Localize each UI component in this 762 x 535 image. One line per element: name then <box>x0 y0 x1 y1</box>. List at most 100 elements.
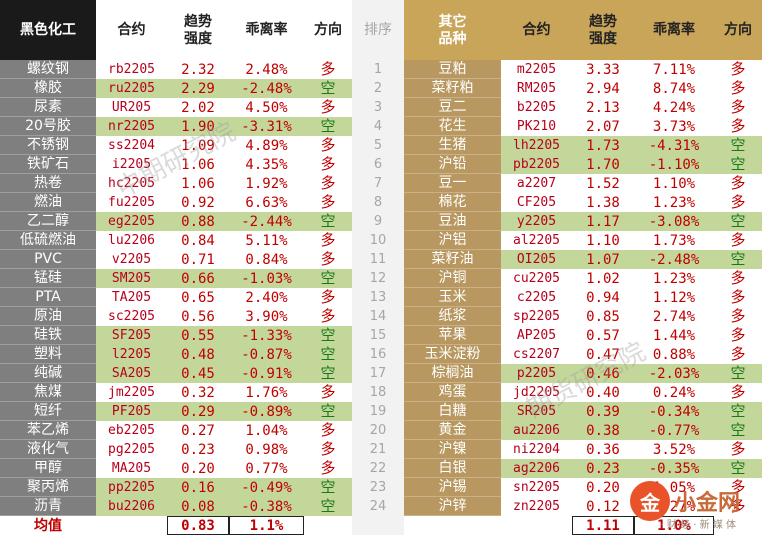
left-row-name: 低硫燃油 <box>0 231 96 250</box>
left-row-direction: 多 <box>304 440 352 459</box>
left-row-deviation: 2.48% <box>229 60 304 79</box>
right-row-contract: y2205 <box>501 212 572 231</box>
right-row-trend: 0.85 <box>572 307 634 326</box>
right-row-contract: lh2205 <box>501 136 572 155</box>
total-deviation-left: 1.1% <box>229 516 304 535</box>
left-row-name: 硅铁 <box>0 326 96 345</box>
right-row-direction: 多 <box>714 193 762 212</box>
header-trend-left: 趋势 强度 <box>167 0 229 60</box>
header-rank: 排序 <box>352 0 404 60</box>
right-row-trend: 1.07 <box>572 250 634 269</box>
right-row-deviation: -0.34% <box>634 402 714 421</box>
left-row-deviation: 2.40% <box>229 288 304 307</box>
right-row-contract: RM205 <box>501 79 572 98</box>
right-row-name: 鸡蛋 <box>404 383 501 402</box>
right-row-trend: 2.94 <box>572 79 634 98</box>
right-row-name: 豆一 <box>404 174 501 193</box>
right-row-deviation: -4.31% <box>634 136 714 155</box>
left-row-deviation: 4.50% <box>229 98 304 117</box>
right-row-direction: 空 <box>714 212 762 231</box>
right-row-direction: 多 <box>714 345 762 364</box>
left-row-contract: ss2204 <box>96 136 167 155</box>
right-row-direction: 多 <box>714 269 762 288</box>
left-row-deviation: 0.98% <box>229 440 304 459</box>
left-row-contract: pp2205 <box>96 478 167 497</box>
right-row-deviation: 4.24% <box>634 98 714 117</box>
left-row-deviation: -0.89% <box>229 402 304 421</box>
right-row-direction: 多 <box>714 288 762 307</box>
rank-number: 5 <box>373 138 383 153</box>
right-row-contract: b2205 <box>501 98 572 117</box>
rank-number: 4 <box>373 119 383 134</box>
right-row-direction: 空 <box>714 402 762 421</box>
left-row-contract: lu2206 <box>96 231 167 250</box>
left-row-name: 液化气 <box>0 440 96 459</box>
right-row-deviation: -3.08% <box>634 212 714 231</box>
header-contract-right: 合约 <box>501 0 572 60</box>
right-row-trend: 0.36 <box>572 440 634 459</box>
left-row-trend: 1.09 <box>167 136 229 155</box>
right-row-deviation: 1.73% <box>634 231 714 250</box>
rank-number: 2 <box>373 81 383 96</box>
right-row-contract: cs2207 <box>501 345 572 364</box>
right-row-deviation: -2.48% <box>634 250 714 269</box>
rank-number: 17 <box>369 366 387 381</box>
left-row-trend: 0.66 <box>167 269 229 288</box>
left-row-direction: 空 <box>304 497 352 516</box>
rank-number: 16 <box>369 347 387 362</box>
right-row-trend: 3.33 <box>572 60 634 79</box>
left-row-contract: UR205 <box>96 98 167 117</box>
logo-text: 小金网 <box>673 491 740 516</box>
header-line: 强度 <box>589 30 617 47</box>
left-row-contract: pg2205 <box>96 440 167 459</box>
right-row-contract: a2207 <box>501 174 572 193</box>
header-deviation-left: 乖离率 <box>229 0 304 60</box>
left-row-trend: 1.06 <box>167 155 229 174</box>
left-row-direction: 空 <box>304 269 352 288</box>
right-row-contract: au2206 <box>501 421 572 440</box>
left-row-trend: 2.02 <box>167 98 229 117</box>
left-row-trend: 1.90 <box>167 117 229 136</box>
right-row-contract: sn2205 <box>501 478 572 497</box>
left-row-trend: 0.16 <box>167 478 229 497</box>
left-row-name: 螺纹钢 <box>0 60 96 79</box>
right-row-name: 花生 <box>404 117 501 136</box>
left-row-direction: 空 <box>304 402 352 421</box>
left-row-direction: 多 <box>304 421 352 440</box>
right-row-deviation: -0.77% <box>634 421 714 440</box>
total-label: 均值 <box>34 517 62 534</box>
left-row-name: 锰硅 <box>0 269 96 288</box>
right-row-contract: PK210 <box>501 117 572 136</box>
right-row-name: 沪锡 <box>404 478 501 497</box>
left-row-direction: 空 <box>304 364 352 383</box>
left-row-trend: 0.23 <box>167 440 229 459</box>
right-row-contract: AP205 <box>501 326 572 345</box>
left-row-trend: 2.29 <box>167 79 229 98</box>
left-row-contract: v2205 <box>96 250 167 269</box>
left-row-contract: ru2205 <box>96 79 167 98</box>
left-row-direction: 空 <box>304 79 352 98</box>
header-contract-left: 合约 <box>96 0 167 60</box>
left-row-contract: PF205 <box>96 402 167 421</box>
left-row-contract: SF205 <box>96 326 167 345</box>
left-row-deviation: 1.04% <box>229 421 304 440</box>
left-row-direction: 空 <box>304 212 352 231</box>
right-row-name: 黄金 <box>404 421 501 440</box>
right-row-name: 沪镍 <box>404 440 501 459</box>
left-row-deviation: 0.77% <box>229 459 304 478</box>
right-row-name: 菜籽粕 <box>404 79 501 98</box>
left-row-deviation: 1.76% <box>229 383 304 402</box>
left-row-direction: 多 <box>304 288 352 307</box>
left-row-name: 20号胶 <box>0 117 96 136</box>
left-row-deviation: 1.92% <box>229 174 304 193</box>
right-row-deviation: -1.10% <box>634 155 714 174</box>
left-row-trend: 0.32 <box>167 383 229 402</box>
left-row-direction: 多 <box>304 60 352 79</box>
header-direction-left: 方向 <box>304 0 352 60</box>
right-row-direction: 多 <box>714 79 762 98</box>
right-row-trend: 1.10 <box>572 231 634 250</box>
left-row-direction: 多 <box>304 193 352 212</box>
left-row-name: PVC <box>0 250 96 269</box>
rank-number: 21 <box>369 442 387 457</box>
header-direction-right: 方向 <box>714 0 762 60</box>
